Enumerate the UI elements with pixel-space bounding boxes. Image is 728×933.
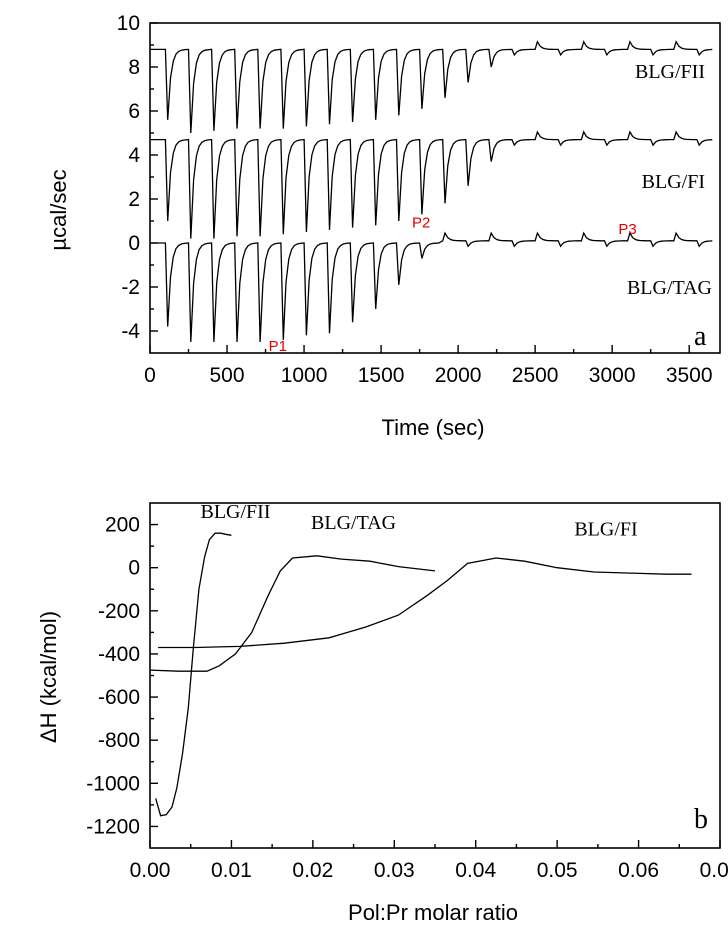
panel-a-series-blg-fii: [150, 40, 713, 134]
panel-a-plot-lines: [150, 40, 713, 343]
panel-a-peak-label-p2: P2: [412, 215, 430, 232]
panel-b-series-blg-tag: [149, 555, 436, 672]
panel-a-x-tick-label: 0: [144, 364, 156, 387]
panel-b-y-tick-label: -200: [98, 600, 140, 623]
panel-a-frame: [149, 22, 721, 354]
panel-a-y-tick-label: 6: [128, 100, 140, 123]
panel-b-x-tick-label: 0.04: [455, 859, 496, 882]
panel-b-x-tick-label: 0.06: [618, 859, 659, 882]
panel-a-y-tick-label: -4: [121, 320, 140, 343]
panel-b-x-tick-label: 0.05: [537, 859, 578, 882]
panel-a-x-tick-label: 3000: [589, 364, 636, 387]
panel-a: 0 500 1000 1500 2000 2500 3000 3500 -4 -2 0 2 4 6 8 10…: [46, 12, 721, 440]
panel-b-x-tick-label: 0.03: [374, 859, 415, 882]
panel-a-x-tick-label: 1500: [358, 364, 405, 387]
panel-a-y-tick-label: 2: [128, 188, 140, 211]
panel-a-y-ticks: -4 -2 0 2 4 6 8 10: [117, 12, 158, 343]
panel-b-frame: [149, 502, 721, 849]
panel-b-x-tick-label: 0.00: [130, 859, 171, 882]
panel-b-x-tick-label: 0.07: [700, 859, 728, 882]
panel-b-series-blg-fi: [158, 557, 692, 649]
panel-b-y-tick-label: -800: [98, 729, 140, 752]
panel-b-x-tick-label: 0.01: [211, 859, 252, 882]
panel-b-series-labels: BLG/FII BLG/TAG BLG/FI: [201, 501, 638, 540]
panel-a-y-tick-label: 4: [128, 144, 140, 167]
panel-a-x-tick-label: 2500: [512, 364, 559, 387]
panel-a-series-label: BLG/FII: [635, 61, 705, 83]
panel-b-letter: b: [694, 804, 708, 835]
panel-a-y-tick-label: 8: [128, 56, 140, 79]
panel-b-series-label: BLG/FII: [201, 501, 271, 523]
panel-b-plot-lines: [149, 532, 692, 817]
panel-a-series-labels: BLG/FII BLG/FI BLG/TAG: [627, 61, 712, 299]
panel-b-series-label: BLG/TAG: [311, 512, 396, 534]
panel-a-y-axis-title: µcal/sec: [46, 169, 71, 250]
panel-b-y-tick-label: 0: [128, 557, 140, 580]
panel-b-series-blg-fii: [155, 532, 232, 817]
panel-a-series-label: BLG/TAG: [627, 277, 712, 299]
panel-a-x-axis-title: Time (sec): [381, 415, 484, 440]
panel-a-y-tick-label: 0: [128, 232, 140, 255]
panel-a-x-tick-label: 3500: [666, 364, 713, 387]
panel-a-x-tick-label: 2000: [435, 364, 482, 387]
panel-a-x-tick-label: 500: [210, 364, 245, 387]
panel-a-x-tick-label: 1000: [281, 364, 328, 387]
panel-a-y-tick-label: -2: [121, 276, 140, 299]
panel-a-peak-label-p3: P3: [618, 221, 636, 238]
panel-a-letter: a: [694, 321, 707, 352]
panel-b-y-tick-label: -400: [98, 643, 140, 666]
panel-b-y-ticks: -1200 -1000 -800 -600 -400 -200 0 200: [86, 514, 158, 838]
panel-b-x-ticks: 0.00 0.01 0.02 0.03 0.04 0.05 0.06 0.07: [130, 840, 728, 882]
panel-a-annotations: P1 P2 P3: [269, 215, 637, 355]
panel-b-y-tick-label: -600: [98, 686, 140, 709]
panel-a-series-blg-fi: [150, 130, 713, 239]
panel-b-y-tick-label: 200: [105, 514, 140, 537]
panel-b-x-tick-label: 0.02: [292, 859, 333, 882]
panel-b-series-label: BLG/FI: [574, 518, 637, 540]
panel-b-y-tick-label: -1200: [86, 815, 140, 838]
panel-b: 0.000.010.020.030.040.050.060.07 -1200-1…: [36, 501, 728, 925]
panel-a-series-blg-tag: [150, 231, 713, 343]
panel-b-y-axis-title: ΔH (kcal/mol): [36, 611, 61, 743]
panel-a-series-label: BLG/FI: [642, 171, 705, 193]
panel-a-x-ticks: 0 500 1000 1500 2000 2500 3000 3500: [144, 345, 713, 387]
panel-b-x-axis-title: Pol:Pr molar ratio: [348, 900, 518, 925]
panel-a-y-tick-label: 10: [117, 12, 140, 35]
panel-b-y-tick-label: -1000: [86, 772, 140, 795]
panel-a-peak-label-p1: P1: [269, 338, 287, 355]
